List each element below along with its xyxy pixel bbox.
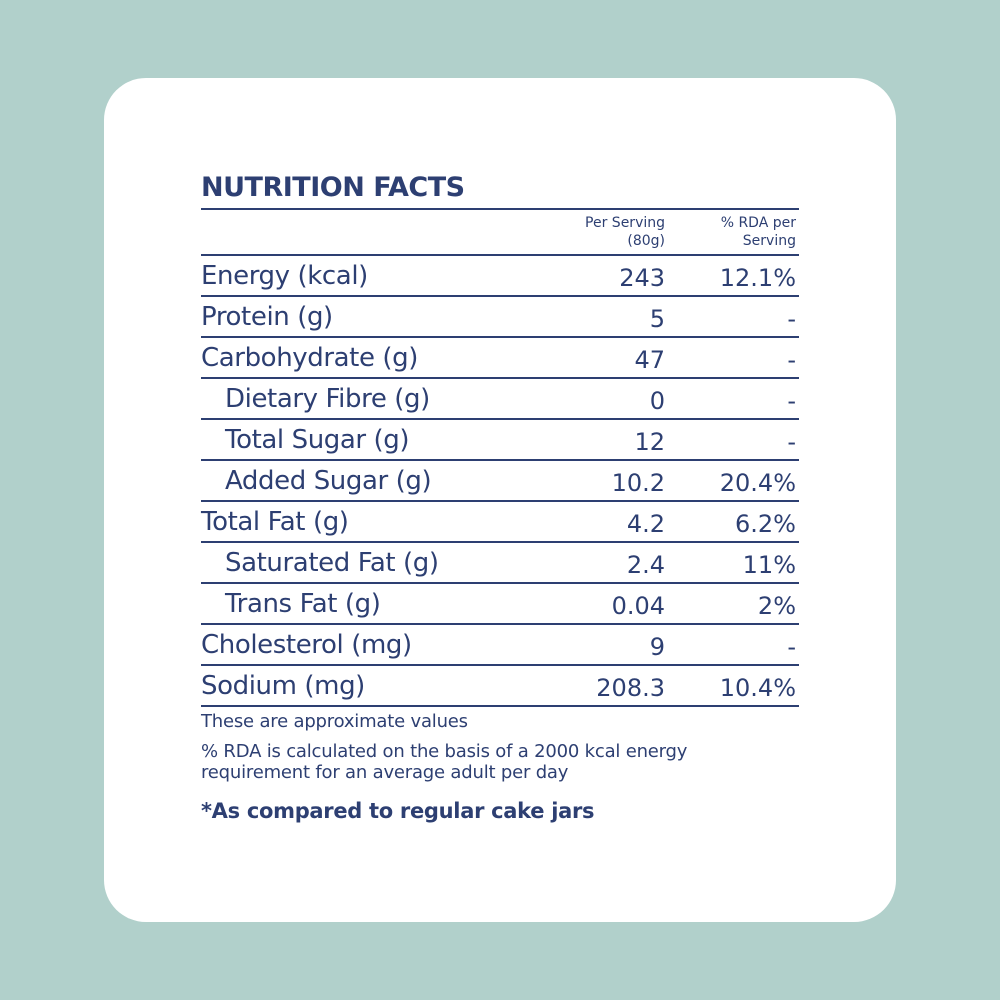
per-serving-value: 12 [634,428,665,456]
per-serving-value: 10.2 [611,469,665,497]
table-row: Energy (kcal) 243 12.1% [201,256,799,297]
nutrient-name: Energy (kcal) [201,261,368,291]
table-row: Dietary Fibre (g) 0 - [201,379,799,420]
nutrition-facts-panel: NUTRITION FACTS Per Serving (80g) % RDA … [201,170,799,825]
rda-basis-note: % RDA is calculated on the basis of a 20… [201,741,688,783]
rda-value: 10.4% [719,674,796,702]
nutrient-name: Protein (g) [201,302,333,332]
rda-value: 2% [757,592,796,620]
table-row: Total Sugar (g) 12 - [201,420,799,461]
nutrient-rows: Energy (kcal) 243 12.1% Protein (g) 5- Carboh… [201,256,799,707]
rda-value: - [787,633,796,661]
table-row: Sodium (mg) 208.3 10.4% [201,666,799,707]
per-serving-value: 9 [649,633,665,661]
rda-value: - [787,305,796,333]
rda-value: 11% [742,551,796,579]
nutrient-name: Trans Fat (g) [225,589,381,619]
nutrient-name: Total Sugar (g) [225,425,410,455]
nutrient-name: Added Sugar (g) [225,466,432,496]
table-row: Total Fat (g) 4.2 6.2% [201,502,799,543]
rda-value: - [787,346,796,374]
comparison-note: *As compared to regular cake jars [201,799,595,823]
nutrient-name: Carbohydrate (g) [201,343,419,373]
per-serving-value: 47 [634,346,665,374]
table-header: Per Serving (80g) % RDA per Serving [201,208,799,256]
rda-value: 12.1% [719,264,796,292]
nutrient-name: Sodium (mg) [201,671,365,701]
rda-value: 20.4% [719,469,796,497]
approximate-note: These are approximate values [201,711,468,732]
per-serving-value: 2.4 [626,551,665,579]
table-row: Trans Fat (g) 0.04 2% [201,584,799,625]
per-serving-value: 4.2 [626,510,665,538]
per-serving-value: 0 [649,387,665,415]
table-row: Saturated Fat (g) 2.4 11% [201,543,799,584]
nutrient-name: Saturated Fat (g) [225,548,439,578]
nutrient-name: Dietary Fibre (g) [225,384,430,414]
header-per-serving: Per Serving (80g) [585,215,665,249]
per-serving-value: 5 [649,305,665,333]
table-row: Carbohydrate (g) 47 - [201,338,799,379]
rda-value: - [787,428,796,456]
per-serving-value: 243 [619,264,665,292]
rda-value: - [787,387,796,415]
table-row: Added Sugar (g) 10.2 20.4% [201,461,799,502]
per-serving-value: 208.3 [596,674,665,702]
table-row: Cholesterol (mg) 9 - [201,625,799,666]
nutrition-title: NUTRITION FACTS [201,172,465,203]
table-row: Protein (g) 5 - [201,297,799,338]
rda-value: 6.2% [735,510,796,538]
nutrient-name: Cholesterol (mg) [201,630,412,660]
header-rda: % RDA per Serving [720,215,796,249]
nutrient-name: Total Fat (g) [201,507,349,537]
per-serving-value: 0.04 [611,592,665,620]
